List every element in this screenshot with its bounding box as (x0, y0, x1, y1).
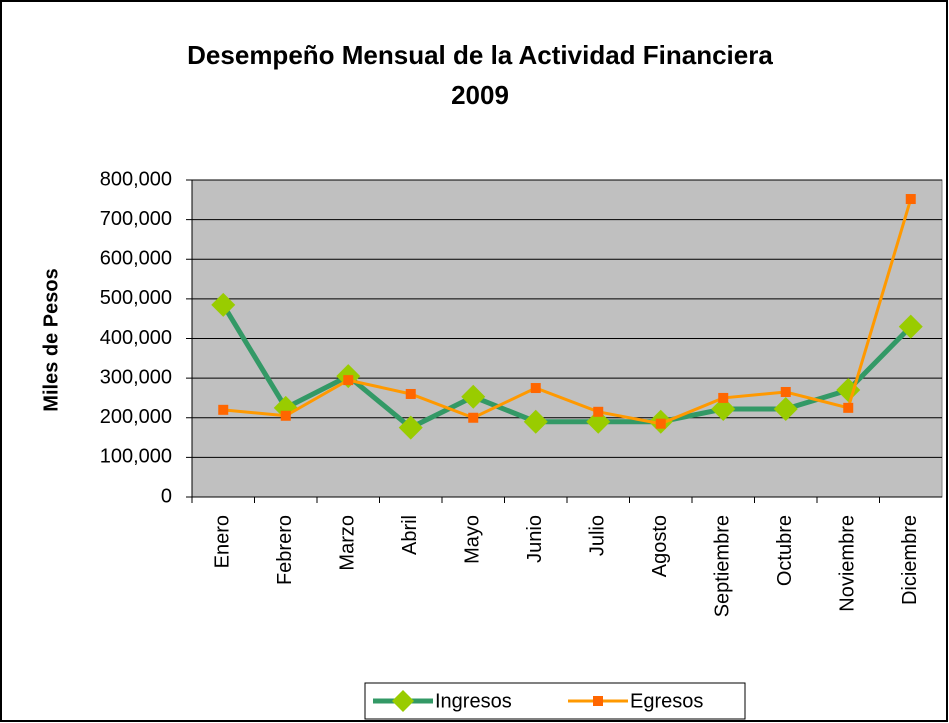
legend-label: Egresos (630, 690, 703, 712)
marker (211, 292, 236, 317)
x-tick-label: Noviembre (837, 515, 859, 612)
x-tick-label: Diciembre (899, 515, 921, 605)
marker (405, 388, 416, 399)
y-tick-label: 700,000 (100, 208, 172, 230)
x-tick-label: Agosto (649, 515, 671, 577)
legend-label: Ingresos (435, 690, 512, 712)
legend-marker (392, 690, 414, 712)
marker (593, 406, 604, 417)
y-tick-label: 300,000 (100, 366, 172, 388)
marker (280, 410, 291, 421)
x-tick-label: Enero (212, 515, 234, 568)
marker (655, 418, 666, 429)
x-tick-label: Mayo (462, 515, 484, 564)
y-tick-label: 200,000 (100, 406, 172, 428)
marker (343, 375, 354, 386)
x-tick-label: Abril (399, 515, 421, 555)
x-tick-label: Septiembre (712, 515, 734, 617)
legend-marker (593, 696, 603, 706)
marker (711, 397, 736, 422)
marker (905, 194, 916, 205)
chart-title: Desempeño Mensual de la Actividad Financ… (187, 40, 773, 70)
marker (780, 386, 791, 397)
series-line (223, 198, 913, 426)
marker (523, 409, 548, 434)
x-tick-label: Octubre (774, 515, 796, 586)
marker (843, 402, 854, 413)
x-tick-label: Febrero (274, 515, 296, 585)
marker (586, 409, 611, 434)
marker (398, 415, 423, 440)
series-line (221, 303, 913, 431)
y-tick-label: 500,000 (100, 287, 172, 309)
marker (218, 404, 229, 415)
y-tick-label: 100,000 (100, 446, 172, 468)
y-axis-label: Miles de Pesos (40, 268, 62, 411)
x-tick-label: Marzo (337, 515, 359, 571)
y-tick-label: 600,000 (100, 248, 172, 270)
marker (461, 384, 486, 409)
marker (468, 412, 479, 423)
marker (773, 397, 798, 422)
chart-title: 2009 (451, 80, 509, 110)
marker (530, 383, 541, 394)
y-tick-label: 400,000 (100, 327, 172, 349)
y-tick-label: 0 (161, 485, 172, 507)
y-tick-label: 800,000 (100, 168, 172, 190)
x-tick-label: Julio (587, 515, 609, 556)
marker (898, 314, 923, 339)
x-tick-label: Junio (524, 515, 546, 563)
marker (718, 392, 729, 403)
